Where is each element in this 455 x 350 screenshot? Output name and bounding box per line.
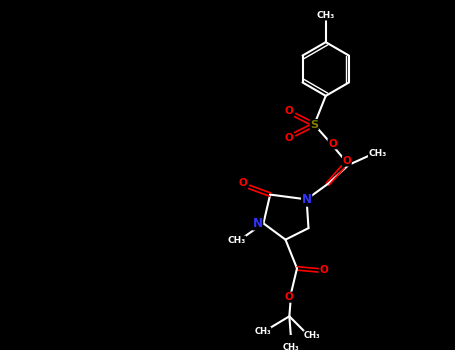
Text: N: N <box>302 193 312 206</box>
Text: O: O <box>319 265 328 275</box>
Text: CH₃: CH₃ <box>317 11 335 20</box>
Text: O: O <box>285 133 293 143</box>
Text: CH₃: CH₃ <box>254 327 271 336</box>
Text: CH₃: CH₃ <box>369 149 387 158</box>
Text: O: O <box>328 139 337 149</box>
Text: CH₃: CH₃ <box>228 236 246 245</box>
Text: CH₃: CH₃ <box>304 331 321 340</box>
Text: N: N <box>302 193 312 206</box>
Text: O: O <box>343 156 351 166</box>
Text: CH₃: CH₃ <box>283 343 299 350</box>
Text: O: O <box>239 178 248 188</box>
Text: N: N <box>253 217 263 230</box>
Text: S: S <box>310 120 318 130</box>
Text: O: O <box>285 292 293 302</box>
Text: O: O <box>285 106 293 116</box>
